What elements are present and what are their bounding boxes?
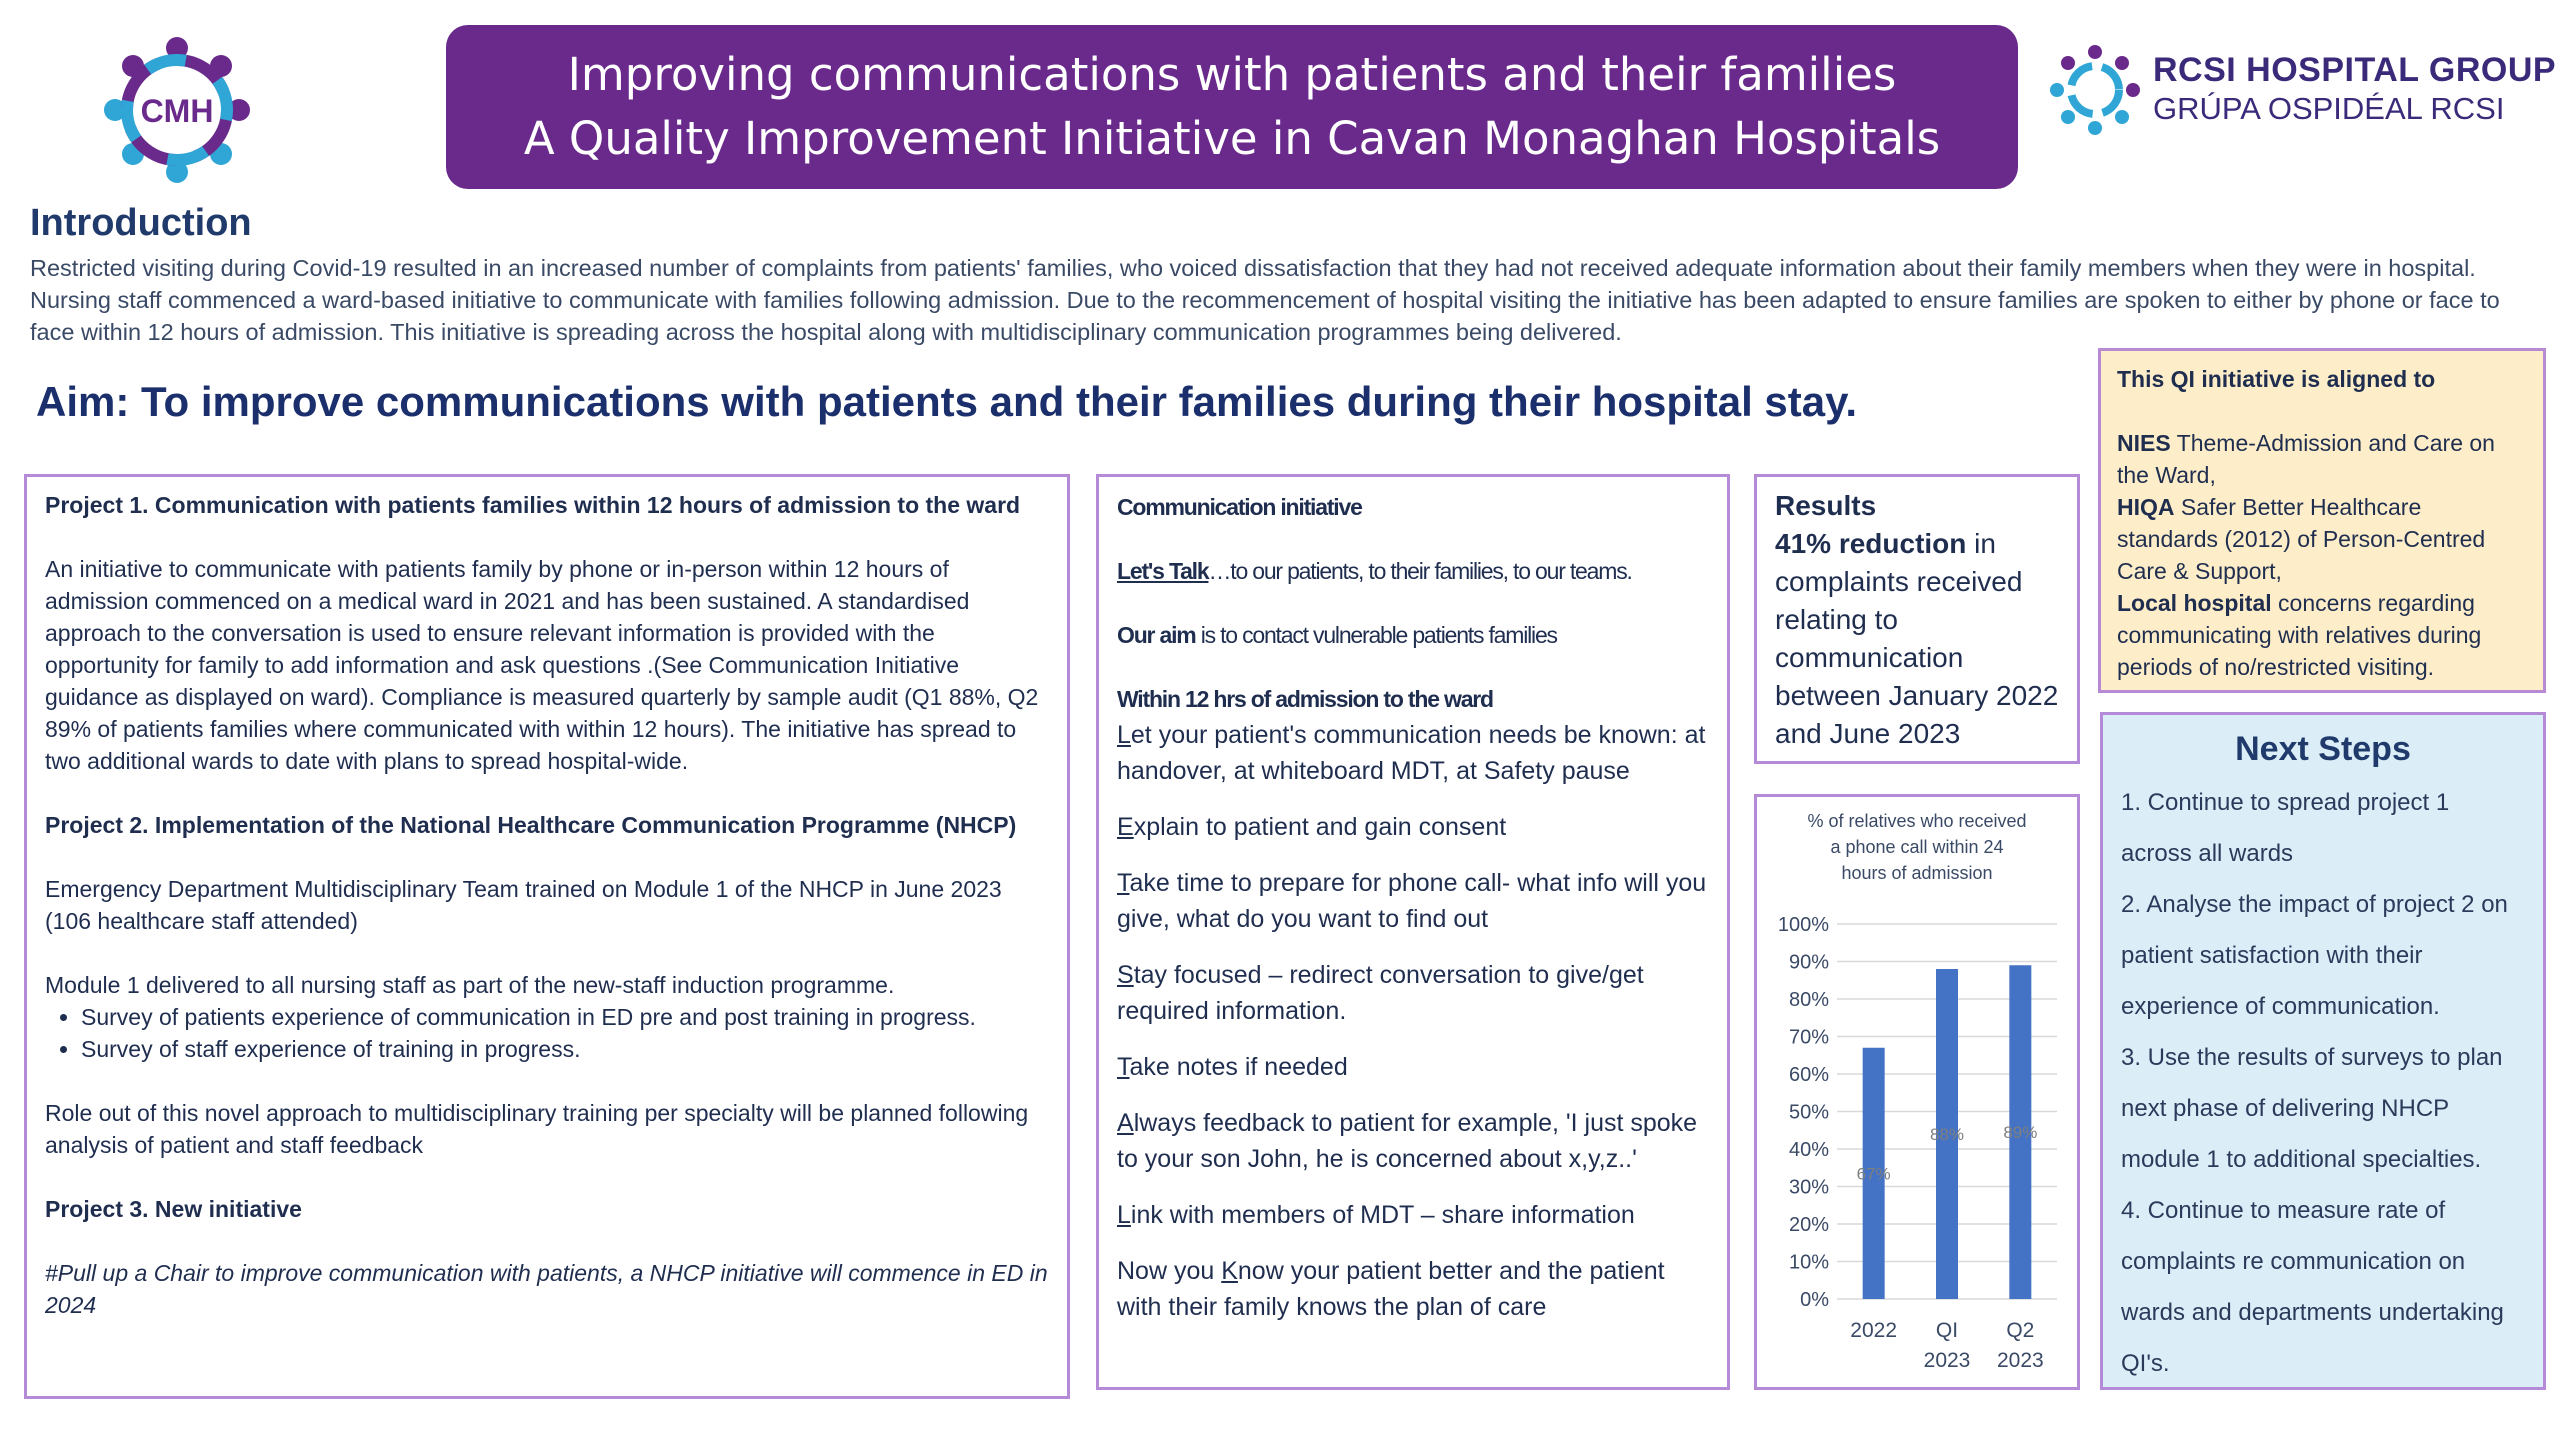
qi-alignment-title: This QI initiative is aligned to	[2117, 366, 2436, 392]
y-tick-label: 10%	[1789, 1252, 1829, 1274]
title-line-1: Improving communications with patients a…	[567, 48, 1897, 101]
next-step-item: 1. Continue to spread project 1 across a…	[2121, 789, 2450, 867]
results-panel: Results 41% reduction in complaints rece…	[1754, 474, 2080, 764]
project-2-attendance: (106 healthcare staff attended)	[45, 908, 358, 934]
introduction-heading: Introduction	[30, 202, 252, 244]
chart-title-line: hours of admission	[1841, 863, 1992, 883]
chart-title-line: % of relatives who received	[1807, 811, 2026, 831]
y-tick-label: 20%	[1789, 1214, 1829, 1236]
next-step-item: 3. Use the results of surveys to plan ne…	[2121, 1044, 2503, 1173]
our-aim-line: Our aim is to contact vulnerable patient…	[1117, 622, 1558, 648]
next-steps-panel: Next Steps 1. Continue to spread project…	[2100, 712, 2546, 1390]
x-tick-label: 2023	[1997, 1349, 2044, 1372]
results-text: 41% reduction in complaints received rel…	[1775, 528, 2059, 749]
rcsi-logo: RCSI HOSPITAL GROUP GRÚPA OSPIDÉAL RCSI	[2045, 35, 2556, 145]
qi-alignment-box: This QI initiative is aligned to NIES Th…	[2098, 348, 2546, 693]
project-1-heading: Project 1. Communication with patients f…	[45, 492, 1021, 518]
bar-chart: % of relatives who received a phone call …	[1778, 811, 2057, 1372]
comm-item: Stay focused – redirect conversation to …	[1117, 961, 1644, 1025]
project-3-text: #Pull up a Chair to improve communicatio…	[45, 1260, 1048, 1318]
rcsi-logo-line-1: RCSI HOSPITAL GROUP	[2153, 51, 2557, 89]
svg-text:CMH: CMH	[141, 93, 214, 129]
introduction-text: Restricted visiting during Covid-19 resu…	[30, 255, 2500, 345]
title-line-2: A Quality Improvement Initiative in Cava…	[523, 112, 1941, 165]
bar	[2009, 965, 2032, 1299]
comm-item-last: Now you Know your patient better and the…	[1117, 1257, 1665, 1321]
y-tick-label: 30%	[1789, 1177, 1829, 1199]
qi-hiqa: HIQA Safer Better Healthcare standards (…	[2117, 494, 2486, 584]
title-banner: Improving communications with patients a…	[446, 25, 2018, 189]
list-item: Survey of patients experience of communi…	[81, 1001, 1049, 1033]
results-heading: Results	[1775, 490, 1877, 521]
rcsi-logo-icon	[2050, 45, 2140, 135]
project-2-heading: Project 2. Implementation of the Nationa…	[45, 812, 1017, 838]
cmh-logo: CMH	[82, 30, 272, 190]
y-tick-label: 0%	[1800, 1289, 1829, 1311]
chart-panel: % of relatives who received a phone call …	[1754, 794, 2080, 1390]
rcsi-logo-line-2: GRÚPA OSPIDÉAL RCSI	[2153, 91, 2505, 126]
comm-item: Take time to prepare for phone call- wha…	[1117, 869, 1707, 933]
aim-statement: Aim: To improve communications with pati…	[36, 378, 1858, 425]
comm-item: Explain to patient and gain consent	[1117, 813, 1507, 841]
data-label: 89%	[2003, 1123, 2037, 1142]
x-tick-label: QI	[1936, 1319, 1958, 1342]
x-tick-label: 2022	[1850, 1319, 1897, 1342]
next-steps-heading: Next Steps	[2235, 730, 2411, 768]
comm-item: Take notes if needed	[1117, 1053, 1348, 1081]
comm-item: Let your patient's communication needs b…	[1117, 721, 1706, 785]
y-tick-label: 60%	[1789, 1064, 1829, 1086]
y-tick-label: 90%	[1789, 952, 1829, 974]
comm-heading: Communication initiative	[1117, 494, 1363, 520]
bar	[1936, 969, 1958, 1299]
within-12hrs-heading: Within 12 hrs of admission to the ward	[1117, 686, 1494, 712]
project-2-rollout: Role out of this novel approach to multi…	[45, 1100, 1029, 1158]
x-tick-label: 2023	[1924, 1349, 1971, 1372]
qi-nies: NIES Theme-Admission and Care on the War…	[2117, 430, 2495, 488]
cmh-logo-icon: CMH	[104, 37, 250, 183]
project-1-text: An initiative to communicate with patien…	[45, 556, 1039, 774]
project-2-bullets: Survey of patients experience of communi…	[45, 1001, 1049, 1065]
project-2-text: Emergency Department Multidisciplinary T…	[45, 876, 1002, 902]
next-step-item: 2. Analyse the impact of project 2 on pa…	[2121, 891, 2508, 1020]
y-tick-label: 40%	[1789, 1139, 1829, 1161]
communication-initiative-panel: Communication initiative Let's Talk…to o…	[1096, 474, 1730, 1390]
y-tick-label: 70%	[1789, 1027, 1829, 1049]
data-label: 88%	[1930, 1125, 1964, 1144]
project-3-heading: Project 3. New initiative	[45, 1196, 302, 1222]
comm-item: Always feedback to patient for example, …	[1117, 1109, 1698, 1173]
comm-item: Link with members of MDT – share informa…	[1117, 1201, 1635, 1229]
data-label: 67%	[1857, 1164, 1891, 1183]
projects-panel: Project 1. Communication with patients f…	[24, 474, 1070, 1399]
y-tick-label: 100%	[1778, 914, 1829, 936]
lets-talk-line: Let's Talk…to our patients, to their fam…	[1117, 558, 1633, 584]
x-tick-label: Q2	[2006, 1319, 2034, 1342]
bar	[1862, 1047, 1885, 1299]
next-step-item: 4. Continue to measure rate of complaint…	[2121, 1197, 2504, 1377]
y-tick-label: 80%	[1789, 989, 1829, 1011]
qi-local: Local hospital concerns regarding commun…	[2117, 590, 2482, 680]
chart-title-line: a phone call within 24	[1830, 837, 2003, 857]
y-tick-label: 50%	[1789, 1102, 1829, 1124]
list-item: Survey of staff experience of training i…	[81, 1033, 1049, 1065]
project-2-module: Module 1 delivered to all nursing staff …	[45, 972, 895, 998]
